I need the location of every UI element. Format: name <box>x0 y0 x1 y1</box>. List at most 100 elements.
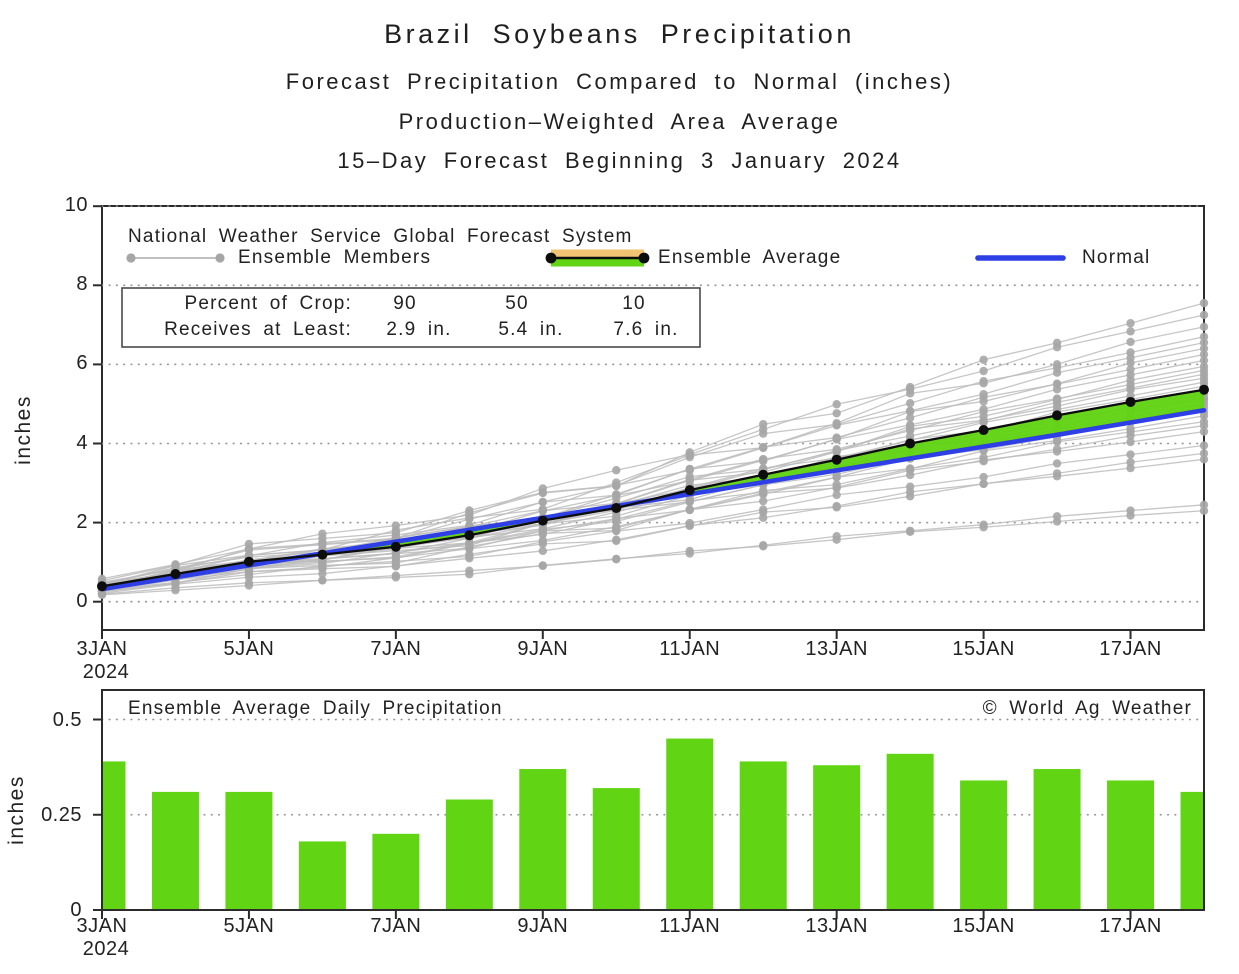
bottom-ytick-label: 0.5 <box>52 708 82 731</box>
ensemble-member-dot <box>391 521 401 530</box>
ensemble-member-dot <box>905 413 915 422</box>
x-tick-label: 3JAN <box>76 638 128 660</box>
ensemble-member-dot <box>685 495 694 504</box>
ensemble-member-dot <box>1126 337 1135 347</box>
x-tick-label: 17JAN <box>1099 915 1162 937</box>
legend-average-label: Ensemble Average <box>658 247 842 268</box>
ensemble-member-dot <box>759 456 768 466</box>
x-tick-label: 7JAN <box>370 638 422 660</box>
ensemble-member-dot <box>832 434 841 444</box>
daily-bar <box>151 791 199 910</box>
ensemble-member-dot <box>1199 500 1209 510</box>
subtitle-forecast-period: 15–Day Forecast Beginning 3 January 2024 <box>337 148 902 173</box>
ensemble-member-dot <box>1199 310 1209 320</box>
ensemble-member-dot <box>612 481 621 491</box>
ensemble-member-dot <box>1126 365 1135 374</box>
top-ytick-label: 10 <box>64 194 88 217</box>
credit-label: © World Ag Weather <box>982 698 1192 719</box>
x-tick-label: 15JAN <box>952 638 1015 660</box>
ensemble-member-dot <box>538 497 547 507</box>
ensemble-member-line <box>101 365 1205 590</box>
ensemble-member-dot <box>538 546 547 556</box>
ensemble-member-dot <box>979 389 988 399</box>
ensemble-member-line <box>101 444 1205 591</box>
ensemble-member-dot <box>832 447 841 456</box>
bottom-inside-title: Ensemble Average Daily Precipitation <box>128 698 503 719</box>
ensemble-average-dot <box>1199 384 1209 395</box>
ensemble-member-dot <box>1126 437 1135 447</box>
x-tick-label: 11JAN <box>659 638 721 660</box>
ensemble-member-dot <box>832 480 841 489</box>
ensemble-member-dot <box>1126 506 1135 515</box>
ensemble-member-dot <box>1199 441 1209 450</box>
x-tick-label: 13JAN <box>805 638 868 660</box>
ensemble-member-dot <box>538 488 547 498</box>
ensemble-average-line <box>101 388 1205 588</box>
daily-bar <box>813 765 861 910</box>
stats-value: 2.9 in. <box>386 319 452 340</box>
ensemble-member-dot <box>979 366 988 376</box>
x-tick-label: 13JAN <box>805 915 868 937</box>
x-tick-label: 7JAN <box>370 915 422 937</box>
ensemble-member-dot <box>979 397 988 406</box>
ensemble-member-dot <box>979 412 988 421</box>
ensemble-member-dot <box>1052 469 1062 478</box>
ensemble-average-dot <box>170 569 181 580</box>
ensemble-member-dot <box>612 554 621 564</box>
stats-value: 7.6 in. <box>613 319 679 340</box>
ensemble-member-dot <box>318 569 327 578</box>
ensemble-member-dot <box>1126 450 1135 459</box>
ensemble-average-dot <box>464 530 475 541</box>
ensemble-member-dot <box>1199 350 1209 359</box>
ensemble-member-dot <box>685 518 694 528</box>
ensemble-member-dot <box>905 482 915 491</box>
bottom-ytick-label: 0 <box>70 899 82 921</box>
ensemble-member-dot <box>391 558 401 568</box>
ensemble-member-dot <box>685 505 694 514</box>
ensemble-member-line <box>101 510 1205 595</box>
stats-row2-label: Receives at Least: <box>164 319 352 340</box>
daily-bar <box>225 791 273 910</box>
ensemble-member-line <box>101 359 1205 586</box>
ensemble-member-dot <box>318 529 327 538</box>
ensemble-member-dot <box>1199 427 1209 436</box>
x-year-label: 2024 <box>82 661 130 683</box>
ensemble-member-dot <box>1199 417 1209 426</box>
x-tick-label: 9JAN <box>517 638 569 660</box>
daily-bars-group <box>102 738 1204 910</box>
daily-bar <box>298 841 346 910</box>
ensemble-member-dot <box>832 490 841 500</box>
ensemble-average-dot <box>390 541 401 552</box>
ensemble-member-dot <box>905 464 915 474</box>
x-tick-label: 15JAN <box>952 915 1015 937</box>
ensemble-member-dot <box>1199 356 1209 365</box>
ensemble-member-dot <box>538 561 547 570</box>
ensemble-member-dot <box>465 552 474 561</box>
ensemble-member-line <box>101 458 1205 592</box>
ensemble-member-line <box>101 504 1205 596</box>
legend-members-key-dot <box>126 253 136 263</box>
stats-value: 10 <box>622 293 646 314</box>
ensemble-member-line <box>101 411 1205 591</box>
ensemble-member-line <box>101 302 1205 587</box>
top-ytick-label: 4 <box>76 431 88 454</box>
x-tick-label: 3JAN <box>76 915 128 937</box>
ensemble-member-dot <box>685 448 694 457</box>
ensemble-member-line <box>101 347 1205 588</box>
daily-bar <box>886 753 934 910</box>
ensemble-member-dot <box>685 476 694 485</box>
ensemble-member-dot <box>979 379 988 388</box>
bottom-ytick-label: 0.25 <box>41 803 82 826</box>
ensemble-average-dot <box>317 549 328 560</box>
ensemble-average-dot <box>1052 410 1063 421</box>
top-ytick-label: 8 <box>76 273 88 296</box>
ensemble-member-dot <box>1052 360 1062 369</box>
ensemble-member-dot <box>759 505 768 514</box>
ensemble-member-line <box>101 342 1205 583</box>
ensemble-member-dot <box>1126 327 1135 336</box>
ensemble-member-dot <box>612 466 621 475</box>
ensemble-average-dot <box>243 556 254 567</box>
daily-bar <box>372 833 420 910</box>
